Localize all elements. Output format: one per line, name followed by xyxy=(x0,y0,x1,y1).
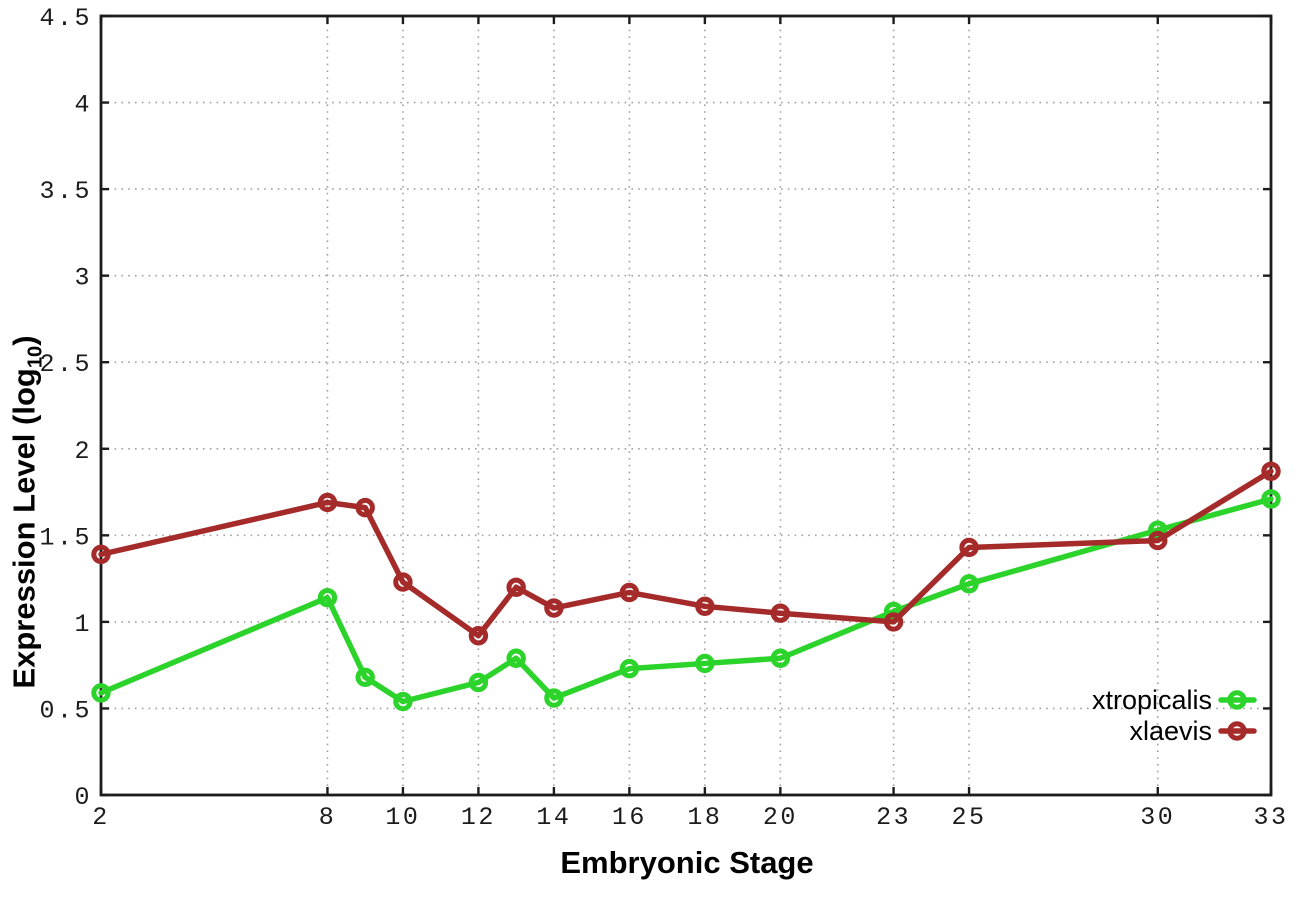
data-point-marker xyxy=(468,672,489,693)
x-tick-label: 10 xyxy=(385,803,420,832)
data-point-marker xyxy=(544,688,564,708)
x-axis-title: Embryonic Stage xyxy=(560,845,814,880)
data-point-marker xyxy=(959,537,979,558)
plot-border xyxy=(99,14,1273,797)
series-xlaevis xyxy=(91,461,1281,646)
x-tick-label: 12 xyxy=(461,803,496,832)
x-tick-label: 20 xyxy=(763,803,798,832)
data-point-marker xyxy=(355,667,375,687)
data-point-marker xyxy=(506,577,526,597)
data-point-marker xyxy=(1261,461,1281,481)
legend-entry-xlaevis: xlaevis xyxy=(1129,716,1257,746)
y-axis-title-text: Expression Level (log xyxy=(6,368,42,689)
legend-marker-icon xyxy=(1227,690,1247,710)
y-tick-label: 0.5 xyxy=(39,696,92,725)
y-tick-label: 4 xyxy=(74,91,92,120)
data-point-marker xyxy=(770,603,791,623)
x-tick-label: 23 xyxy=(876,803,911,832)
y-tick-label: 2.5 xyxy=(39,350,92,379)
x-tick-label: 16 xyxy=(612,803,647,832)
data-point-marker xyxy=(770,648,791,668)
y-axis-title-suffix: ) xyxy=(6,335,42,346)
data-point-marker xyxy=(317,587,338,608)
data-point-marker xyxy=(317,492,338,513)
x-tick-label: 2 xyxy=(92,803,110,832)
data-point-marker xyxy=(393,691,413,712)
data-point-marker xyxy=(883,612,904,632)
data-point-marker xyxy=(619,658,640,679)
y-tick-label: 0 xyxy=(74,783,92,812)
x-tick-label: 33 xyxy=(1253,803,1288,832)
data-point-marker xyxy=(619,582,640,603)
x-tick-label: 18 xyxy=(687,803,722,832)
y-tick-label: 1.5 xyxy=(39,523,92,552)
legend-label-xtropicalis: xtropicalis xyxy=(1092,685,1212,715)
data-point-marker xyxy=(506,648,526,668)
y-tick-label: 2 xyxy=(74,437,92,466)
data-point-marker xyxy=(695,596,715,617)
y-tick-label: 4.5 xyxy=(39,4,92,33)
x-tick-label: 8 xyxy=(319,803,337,832)
legend-marker-icon xyxy=(1227,721,1247,741)
data-point-marker xyxy=(468,626,489,646)
legend-entry-xtropicalis: xtropicalis xyxy=(1092,685,1257,715)
y-tick-label: 1 xyxy=(74,610,92,639)
legend-label-xlaevis: xlaevis xyxy=(1129,716,1212,746)
data-point-marker xyxy=(544,598,564,618)
y-tick-label: 3.5 xyxy=(39,177,92,206)
data-point-marker xyxy=(91,544,111,565)
data-point-marker xyxy=(393,572,413,592)
series-xtropicalis xyxy=(91,489,1281,712)
y-axis-title: Expression Level (log10) xyxy=(6,335,47,688)
x-tick-label: 25 xyxy=(952,803,987,832)
y-axis-title-subscript: 10 xyxy=(24,345,47,369)
x-tick-label: 30 xyxy=(1140,803,1175,832)
data-point-marker xyxy=(91,683,111,703)
grid-lines xyxy=(101,16,1271,795)
y-tick-label: 3 xyxy=(74,264,92,293)
series-line-xlaevis xyxy=(98,468,1274,639)
data-point-marker xyxy=(355,497,375,518)
data-point-marker xyxy=(959,574,979,594)
data-point-marker xyxy=(1148,530,1168,551)
data-point-marker xyxy=(1261,489,1281,509)
x-tick-label: 14 xyxy=(536,803,571,832)
axis-ticks xyxy=(99,14,1273,797)
data-point-marker xyxy=(695,653,715,674)
